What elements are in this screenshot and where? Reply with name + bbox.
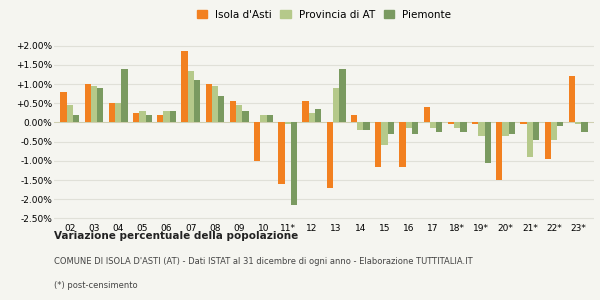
Bar [545,122,551,159]
Text: Variazione percentuale della popolazione: Variazione percentuale della popolazione [54,231,298,241]
Bar [278,122,284,184]
Bar [557,122,563,126]
Bar [309,113,315,122]
Bar [121,69,128,122]
Bar [315,109,322,122]
Bar [291,122,297,205]
Bar [284,122,291,124]
Bar [97,88,103,122]
Bar [115,103,121,122]
Bar [139,111,146,122]
Bar [146,115,152,122]
Bar [496,122,502,180]
Text: (*) post-censimento: (*) post-censimento [54,281,137,290]
Bar [575,122,581,124]
Bar [527,122,533,157]
Legend: Isola d'Asti, Provincia di AT, Piemonte: Isola d'Asti, Provincia di AT, Piemonte [194,8,454,22]
Bar [163,111,170,122]
Bar [60,92,67,122]
Bar [218,95,224,122]
Bar [460,122,467,132]
Bar [181,51,188,122]
Bar [109,103,115,122]
Bar [351,115,357,122]
Bar [502,122,509,136]
Bar [212,86,218,122]
Bar [333,88,339,122]
Bar [412,122,418,134]
Bar [170,111,176,122]
Bar [533,122,539,140]
Bar [91,86,97,122]
Bar [242,111,248,122]
Bar [581,122,588,132]
Bar [520,122,527,124]
Bar [302,101,309,122]
Bar [406,122,412,128]
Bar [509,122,515,134]
Bar [478,122,485,136]
Bar [454,122,460,128]
Text: COMUNE DI ISOLA D'ASTI (AT) - Dati ISTAT al 31 dicembre di ogni anno - Elaborazi: COMUNE DI ISOLA D'ASTI (AT) - Dati ISTAT… [54,257,473,266]
Bar [266,115,273,122]
Bar [260,115,266,122]
Bar [194,80,200,122]
Bar [188,70,194,122]
Bar [339,69,346,122]
Bar [326,122,333,188]
Bar [485,122,491,163]
Bar [400,122,406,166]
Bar [230,101,236,122]
Bar [254,122,260,161]
Bar [206,84,212,122]
Bar [569,76,575,122]
Bar [236,105,242,122]
Bar [382,122,388,146]
Bar [472,122,478,124]
Bar [388,122,394,134]
Bar [157,115,163,122]
Bar [73,115,79,122]
Bar [364,122,370,130]
Bar [85,84,91,122]
Bar [67,105,73,122]
Bar [448,122,454,124]
Bar [424,107,430,122]
Bar [357,122,364,130]
Bar [436,122,442,132]
Bar [551,122,557,140]
Bar [133,113,139,122]
Bar [375,122,382,166]
Bar [430,122,436,128]
